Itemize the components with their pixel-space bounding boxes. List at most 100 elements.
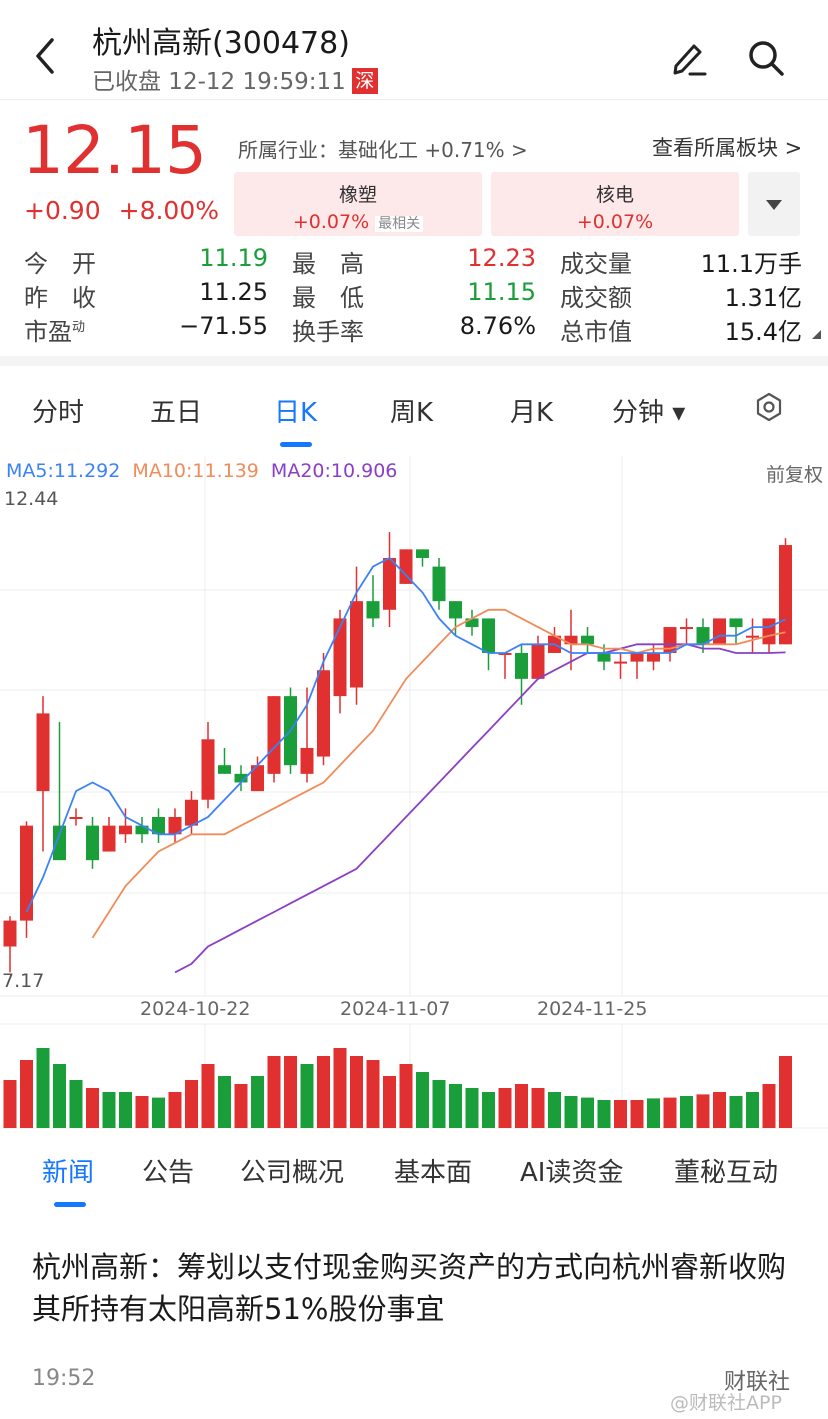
watermark: @财联社APP [670, 1392, 782, 1414]
candle-body [20, 825, 33, 921]
candle-body [498, 652, 512, 655]
candle-body [432, 566, 446, 602]
volume-bar [333, 1048, 347, 1128]
tab-intraday[interactable]: 分时 [32, 398, 85, 428]
stat-label-pe: 市盈动 [24, 312, 85, 347]
candle-body [69, 817, 83, 820]
news-time: 19:52 [32, 1366, 96, 1391]
candle-body [350, 601, 363, 688]
back-icon[interactable] [28, 36, 64, 76]
candle-body [53, 825, 66, 861]
candle-body [102, 825, 116, 852]
expand-corner-icon[interactable] [812, 330, 821, 339]
volume-bar [647, 1098, 660, 1128]
x-date-label: 2024-11-07 [340, 998, 451, 1020]
stat-amount: 1.31亿 [724, 284, 802, 312]
tab-fundamentals[interactable]: 基本面 [394, 1158, 473, 1188]
volume-bar [102, 1092, 116, 1128]
candle-body [647, 652, 660, 662]
ma10-label: MA10:11.139 [132, 460, 259, 482]
candle-body [482, 618, 495, 653]
volume-bar [168, 1092, 182, 1128]
candle-body [152, 817, 165, 835]
edit-icon[interactable] [668, 38, 708, 78]
volume-bar [432, 1080, 446, 1128]
stat-label: 成交额 [560, 284, 632, 312]
volume-bar [69, 1080, 83, 1128]
candle-body [663, 627, 677, 653]
candle-body [3, 920, 17, 947]
top-bar: 杭州高新(300478) 已收盘 12-12 19:59:11 深 [0, 0, 828, 100]
tab-ai-funds[interactable]: AI读资金 [520, 1158, 624, 1188]
tab-daily-k[interactable]: 日K [274, 398, 318, 428]
candle-body [135, 825, 149, 835]
tab-minute[interactable]: 分钟 ▾ [612, 398, 686, 428]
volume-bar [696, 1094, 710, 1128]
quote-stats: 今 开 11.19 最 高 12.23 成交量 11.1万手 昨 收 11.25… [0, 244, 828, 346]
candle-body [729, 618, 743, 628]
tab-monthly-k[interactable]: 月K [510, 398, 554, 428]
stat-label-sup: 动 [72, 320, 86, 335]
volume-bar [284, 1056, 297, 1128]
volume-bar [779, 1056, 792, 1128]
sector-tag-nuclear[interactable]: 核电 +0.07% [491, 172, 739, 236]
search-icon[interactable] [746, 38, 786, 78]
news-headline[interactable]: 杭州高新：筹划以支付现金购买资产的方式向杭州睿新收购其所持有太阳高新51%股份事… [32, 1250, 787, 1326]
candle-body [251, 765, 264, 792]
status-text: 已收盘 12-12 19:59:11 [92, 69, 346, 95]
active-news-tab-indicator [54, 1202, 86, 1207]
volume-bar [680, 1096, 693, 1128]
candle-body [597, 652, 611, 662]
industry-link[interactable]: 所属行业：基础化工 +0.71% > [238, 138, 528, 162]
volume-bar [135, 1096, 149, 1128]
volume-bar [20, 1060, 33, 1128]
x-date-label: 2024-11-25 [537, 998, 648, 1020]
sector-expand-button[interactable] [748, 172, 800, 236]
stat-label: 最 低 [292, 284, 364, 312]
tab-company-profile[interactable]: 公司概况 [240, 1158, 345, 1188]
volume-bar [36, 1048, 50, 1128]
chart-tabs: 分时 五日 日K 周K 月K 分钟 ▾ [0, 366, 828, 452]
volume-bar [86, 1088, 99, 1128]
stat-label: 市盈 [24, 318, 72, 346]
adjust-mode-label[interactable]: 前复权 [766, 464, 824, 486]
candle-body [531, 644, 545, 679]
volume-bar [234, 1084, 248, 1128]
tab-news[interactable]: 新闻 [42, 1158, 95, 1188]
volume-bar [746, 1092, 759, 1128]
tab-secretary-qa[interactable]: 董秘互动 [674, 1158, 779, 1188]
volume-bar [251, 1076, 264, 1128]
volume-bar [152, 1097, 165, 1128]
volume-bar [53, 1064, 66, 1128]
stat-market-cap: 15.4亿 [724, 318, 802, 346]
candle-body [581, 635, 594, 645]
candle-body [465, 618, 479, 628]
volume-bar [267, 1056, 281, 1128]
price-change: +0.90 +8.00% [24, 196, 219, 225]
candle-body [333, 618, 347, 697]
stat-prev-close: 11.25 [199, 278, 268, 306]
tab-five-day[interactable]: 五日 [150, 398, 203, 428]
candle-body [185, 799, 198, 826]
stat-label: 今 开 [24, 250, 96, 278]
stock-title: 杭州高新(300478) [92, 26, 350, 61]
volume-bar [119, 1092, 132, 1128]
ma20-label: MA20:10.906 [270, 460, 398, 482]
candle-body [119, 825, 132, 835]
candle-body [746, 635, 759, 638]
candle-body [383, 557, 396, 610]
settings-icon[interactable] [754, 392, 784, 422]
tab-weekly-k[interactable]: 周K [390, 398, 434, 428]
volume-bar [630, 1100, 644, 1128]
kline-chart[interactable] [0, 452, 828, 1142]
ma10-line [91, 608, 786, 939]
current-price: 12.15 [22, 112, 207, 189]
sector-tag-rubber[interactable]: 橡塑 +0.07% 最相关 [234, 172, 482, 236]
candle-body [515, 652, 528, 679]
tab-announcements[interactable]: 公告 [142, 1158, 195, 1188]
volume-bar [317, 1056, 330, 1128]
view-sector-link[interactable]: 查看所属板块 > [652, 136, 803, 160]
ma-legend: MA5:11.292 MA10:11.139 MA20:10.906 [6, 460, 397, 482]
section-divider [0, 356, 828, 366]
volume-bar [663, 1097, 677, 1128]
